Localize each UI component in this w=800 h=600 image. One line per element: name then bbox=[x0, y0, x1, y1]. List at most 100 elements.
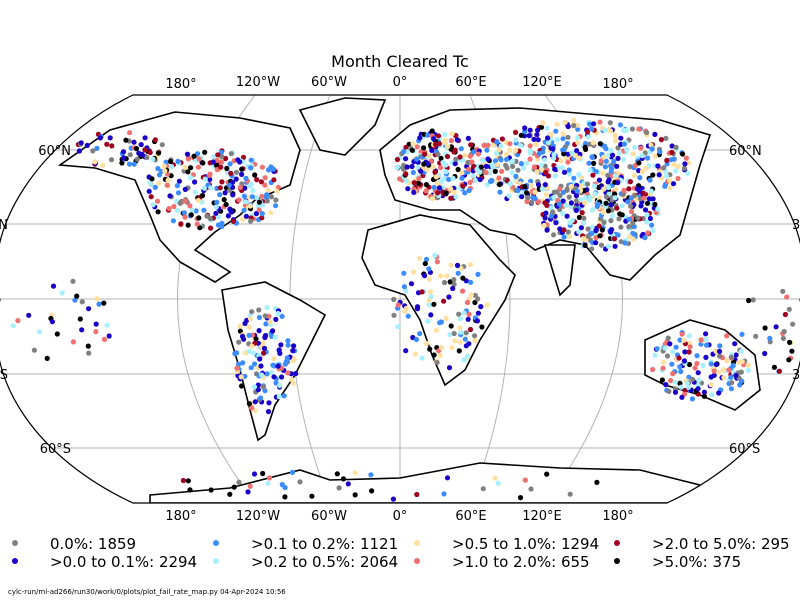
station-point bbox=[447, 332, 453, 338]
lat-label: 60°S bbox=[729, 442, 760, 457]
station-point bbox=[601, 154, 607, 160]
station-point bbox=[408, 281, 415, 287]
station-point bbox=[730, 363, 736, 369]
station-point bbox=[475, 296, 481, 302]
station-point bbox=[664, 157, 670, 163]
station-point bbox=[230, 192, 236, 198]
station-point bbox=[248, 181, 254, 187]
station-point bbox=[492, 158, 499, 164]
station-point bbox=[544, 227, 550, 233]
station-point bbox=[260, 340, 266, 346]
station-point bbox=[632, 192, 638, 198]
station-point bbox=[542, 157, 548, 163]
station-point bbox=[256, 307, 262, 313]
station-point bbox=[182, 186, 188, 192]
station-point bbox=[218, 149, 224, 155]
station-point bbox=[721, 367, 727, 373]
station-point bbox=[499, 136, 505, 142]
station-point bbox=[228, 170, 234, 176]
station-point bbox=[582, 242, 588, 248]
station-point bbox=[466, 187, 472, 194]
station-point bbox=[524, 198, 530, 205]
station-point bbox=[243, 213, 249, 219]
station-point bbox=[575, 126, 581, 132]
station-point bbox=[204, 213, 210, 219]
station-point bbox=[569, 150, 575, 156]
lon-label: 0° bbox=[393, 75, 408, 90]
station-point bbox=[432, 141, 439, 147]
station-point bbox=[586, 160, 592, 166]
station-point bbox=[156, 172, 163, 178]
station-point bbox=[478, 164, 484, 170]
station-point bbox=[271, 363, 277, 369]
lat-label: 60°S bbox=[40, 442, 71, 457]
station-point bbox=[223, 201, 229, 208]
station-point bbox=[630, 220, 636, 226]
station-point bbox=[448, 186, 454, 192]
station-point bbox=[675, 175, 681, 182]
station-point bbox=[522, 125, 528, 131]
station-point bbox=[462, 190, 468, 196]
station-point bbox=[527, 150, 534, 156]
station-point bbox=[694, 353, 700, 359]
station-point bbox=[236, 339, 242, 345]
station-point bbox=[750, 297, 756, 303]
station-point bbox=[593, 240, 599, 246]
station-point bbox=[443, 169, 449, 175]
station-point bbox=[639, 168, 646, 175]
station-point bbox=[627, 179, 634, 185]
station-point bbox=[679, 331, 685, 337]
station-point bbox=[553, 220, 559, 226]
station-point bbox=[728, 374, 734, 380]
station-point bbox=[637, 175, 643, 181]
station-point bbox=[401, 284, 407, 290]
station-point bbox=[401, 149, 407, 155]
station-point bbox=[591, 121, 597, 127]
station-point bbox=[644, 129, 650, 136]
station-point bbox=[717, 343, 723, 349]
station-point bbox=[603, 158, 609, 164]
station-point bbox=[579, 210, 585, 216]
lat-label: 3 bbox=[792, 218, 800, 233]
station-point bbox=[682, 349, 688, 355]
station-point bbox=[261, 345, 268, 351]
station-point bbox=[456, 311, 462, 317]
station-point bbox=[261, 350, 267, 356]
station-point bbox=[201, 185, 208, 191]
legend-marker bbox=[12, 558, 18, 564]
station-point bbox=[404, 149, 410, 155]
station-point bbox=[498, 157, 504, 163]
station-point bbox=[159, 142, 165, 148]
station-point bbox=[452, 161, 458, 167]
legend-label: >0.0 to 0.1%: 2294 bbox=[50, 553, 198, 571]
station-point bbox=[459, 170, 465, 176]
station-point bbox=[453, 156, 459, 162]
station-point bbox=[266, 400, 272, 406]
station-point bbox=[467, 179, 473, 185]
station-point bbox=[557, 226, 563, 232]
station-point bbox=[566, 171, 573, 177]
station-point bbox=[219, 179, 225, 185]
station-point bbox=[193, 208, 199, 214]
station-point bbox=[431, 352, 437, 358]
station-point bbox=[575, 139, 581, 146]
station-point bbox=[650, 366, 656, 373]
station-point bbox=[78, 140, 84, 146]
lat-label: 3 bbox=[792, 368, 800, 383]
station-point bbox=[782, 311, 789, 318]
station-point bbox=[268, 210, 274, 216]
station-point bbox=[626, 186, 632, 192]
station-point bbox=[227, 161, 233, 167]
station-point bbox=[127, 130, 133, 136]
station-point bbox=[615, 155, 621, 161]
station-point bbox=[309, 493, 315, 499]
station-point bbox=[673, 344, 679, 350]
station-point bbox=[428, 294, 434, 300]
station-point bbox=[437, 352, 443, 359]
station-point bbox=[676, 355, 682, 361]
station-point bbox=[663, 173, 670, 179]
station-point bbox=[650, 196, 656, 202]
lat-label: 60°N bbox=[729, 144, 762, 159]
station-point bbox=[589, 224, 595, 230]
station-point bbox=[93, 321, 99, 327]
